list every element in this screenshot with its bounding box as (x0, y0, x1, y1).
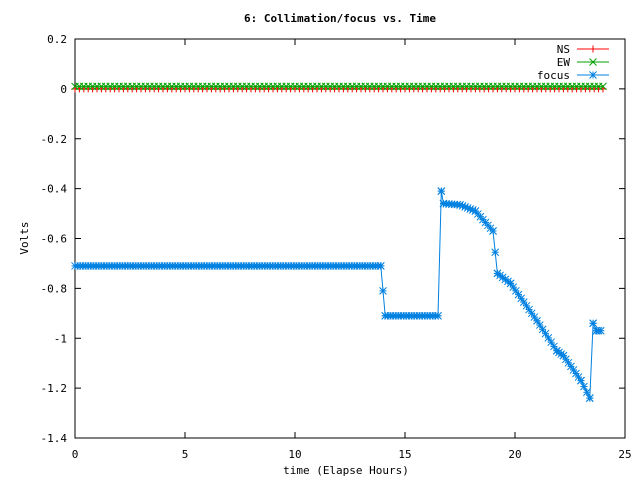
data-point-focus (434, 311, 442, 320)
y-tick-label: -0.4 (41, 183, 68, 196)
y-tick-label: -0.8 (41, 282, 68, 295)
y-axis-label: Volts (18, 221, 31, 254)
x-tick-label: 10 (288, 448, 301, 461)
x-tick-label: 20 (508, 448, 521, 461)
data-point-focus (376, 262, 385, 270)
x-tick-label: 5 (182, 448, 189, 461)
legend-marker-focus (589, 71, 597, 79)
data-point-focus (379, 287, 387, 295)
data-point-focus (437, 187, 446, 195)
y-tick-label: -0.6 (41, 233, 68, 246)
x-tick-label: 15 (398, 448, 411, 461)
data-point-focus (596, 326, 605, 335)
data-point-focus (489, 227, 497, 235)
y-tick-label: -1.4 (41, 432, 68, 445)
x-tick-label: 25 (618, 448, 631, 461)
chart-title: 6: Collimation/focus vs. Time (244, 12, 436, 25)
data-point-focus (585, 394, 594, 402)
axes: 0 5 10 15 20 25 0.2 0 -0.2 -0.4 -0.6 -0.8 -1 -1.2 -1.4 (41, 33, 632, 461)
y-tick-label: -1 (54, 332, 67, 345)
legend-label-focus: focus (537, 69, 570, 82)
y-tick-label: 0 (60, 83, 67, 96)
x-axis-label: time (Elapse Hours) (283, 464, 409, 477)
legend-label-ns: NS (557, 43, 570, 56)
y-tick-label: -0.2 (41, 133, 68, 146)
data-point-focus (544, 334, 553, 342)
series-ew (71, 82, 607, 91)
legend-marker-ns (589, 45, 597, 53)
x-tick-label: 0 (72, 448, 79, 461)
legend-marker-ew (589, 58, 597, 66)
data-point-ew (599, 82, 607, 91)
data-point-focus (514, 290, 523, 299)
legend-label-ew: EW (557, 56, 571, 69)
series-layer (71, 82, 607, 402)
data-point-focus (589, 319, 597, 328)
data-point-focus (491, 248, 500, 257)
data-point-focus (533, 316, 541, 325)
series-focus (71, 187, 605, 402)
y-tick-label: -1.2 (41, 382, 68, 395)
y-tick-label: 0.2 (47, 33, 67, 46)
